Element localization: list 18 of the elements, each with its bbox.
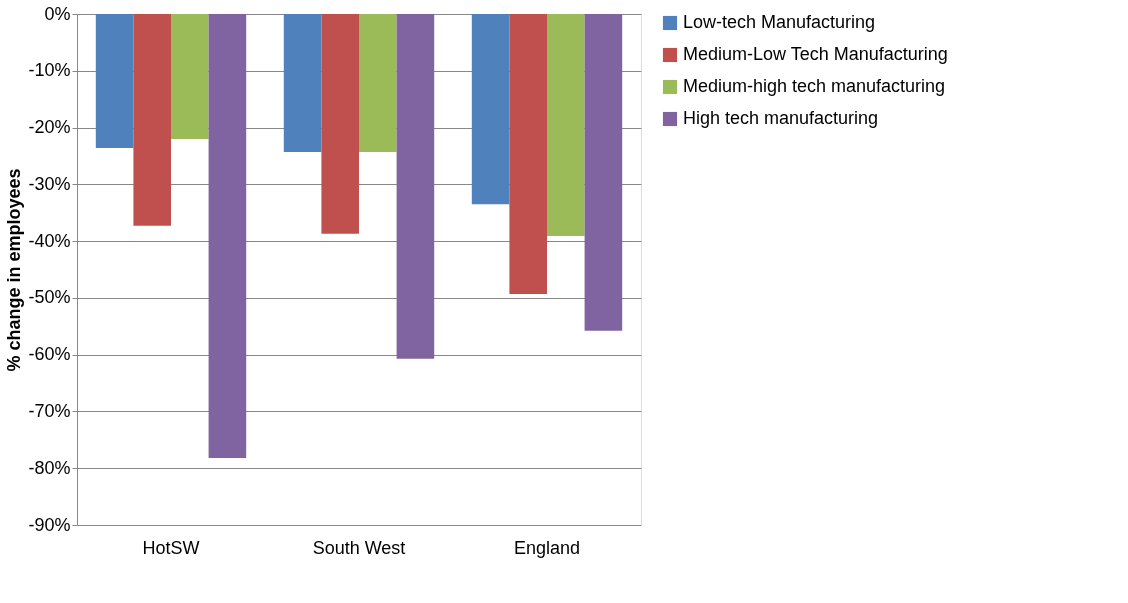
legend-label: Medium-high tech manufacturing	[683, 76, 946, 96]
x-tick-label: HotSW	[142, 537, 200, 558]
y-tick-label: -40%	[28, 230, 71, 251]
legend-label: Low-tech Manufacturing	[683, 12, 876, 32]
y-axis-title: % change in employees	[4, 168, 25, 372]
x-tick-label: South West	[312, 537, 406, 558]
y-tick-label: -70%	[28, 400, 71, 421]
y-tick-label: -90%	[28, 514, 71, 535]
y-tick-label: -50%	[28, 287, 71, 308]
y-tick-label: -20%	[28, 117, 71, 138]
y-tick-label: -80%	[28, 457, 71, 478]
x-tick-label: England	[513, 537, 581, 558]
y-tick-label: -10%	[28, 60, 71, 81]
y-tick-label: -30%	[28, 173, 71, 194]
y-tick-label: 0%	[44, 3, 71, 24]
y-tick-label: -60%	[28, 344, 71, 365]
legend-label: Medium-Low Tech Manufacturing	[683, 44, 948, 64]
legend-label: High tech manufacturing	[683, 108, 879, 128]
